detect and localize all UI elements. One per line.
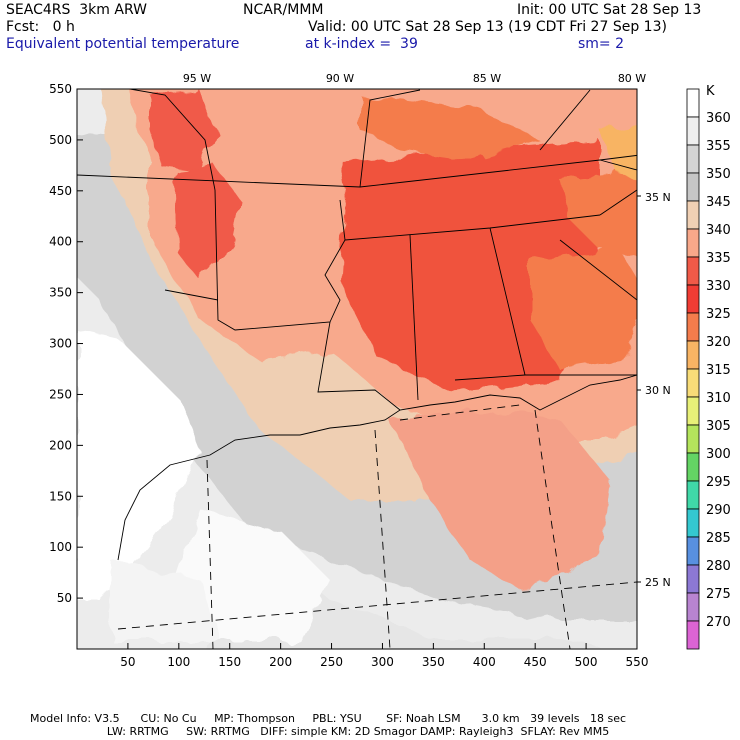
legend-swatch — [686, 256, 700, 286]
legend-label: 315 — [706, 363, 731, 378]
legend-label: 355 — [706, 139, 731, 154]
y-tick-label: 150 — [49, 489, 72, 503]
legend-swatch — [686, 368, 700, 398]
y-tick-label: 550 — [49, 82, 72, 96]
lon-label: 80 W — [618, 72, 646, 85]
legend-swatch — [686, 88, 700, 118]
x-tick-label: 450 — [524, 655, 547, 669]
legend-label: 335 — [706, 251, 731, 266]
legend-label: 280 — [706, 559, 731, 574]
legend-swatch — [686, 592, 700, 622]
legend-swatch — [686, 200, 700, 230]
legend-swatch — [686, 228, 700, 258]
lat-label: 25 N — [645, 576, 671, 589]
legend-label: 270 — [706, 615, 731, 630]
legend-swatch — [686, 144, 700, 174]
legend-swatch — [686, 172, 700, 202]
vertical-level: at k-index = 39 — [305, 36, 418, 52]
legend-swatch — [686, 620, 700, 650]
plot-frame — [76, 88, 638, 650]
legend-swatch — [686, 452, 700, 482]
lat-label: 30 N — [645, 384, 671, 397]
legend-swatch — [686, 284, 700, 314]
axis-ticks — [77, 88, 638, 649]
organization: NCAR/MMM — [243, 2, 324, 18]
legend-label: 310 — [706, 391, 731, 406]
legend-label: 330 — [706, 279, 731, 294]
model-info-line2: LW: RRTMG SW: RRTMG DIFF: simple KM: 2D … — [30, 725, 610, 738]
x-tick-label: 500 — [575, 655, 598, 669]
legend-label: 345 — [706, 195, 731, 210]
field-name: Equivalent potential temperature — [6, 36, 240, 52]
valid-time: Valid: 00 UTC Sat 28 Sep 13 (19 CDT Fri … — [308, 19, 667, 35]
legend-label: 290 — [706, 503, 731, 518]
x-tick-label: 150 — [218, 655, 241, 669]
y-tick-label: 400 — [49, 235, 72, 249]
legend-label: 305 — [706, 419, 731, 434]
legend-swatch — [686, 564, 700, 594]
x-tick-label: 50 — [120, 655, 135, 669]
legend-swatch — [686, 340, 700, 370]
y-tick-label: 300 — [49, 337, 72, 351]
legend-swatch — [686, 508, 700, 538]
legend-swatch — [686, 312, 700, 342]
x-tick-label: 400 — [473, 655, 496, 669]
y-tick-label: 200 — [49, 438, 72, 452]
x-tick-label: 550 — [626, 655, 649, 669]
y-tick-label: 50 — [57, 591, 72, 605]
legend-label: 285 — [706, 531, 731, 546]
legend-swatch — [686, 536, 700, 566]
model-title: SEAC4RS 3km ARW — [6, 2, 147, 18]
lon-label: 95 W — [183, 72, 211, 85]
legend-label: 295 — [706, 475, 731, 490]
legend-swatch — [686, 424, 700, 454]
y-tick-labels: 550 500 450 400 350 300 250 200 150 100 50 — [49, 82, 72, 605]
legend-swatch — [686, 480, 700, 510]
legend-unit: K — [706, 84, 715, 99]
legend-label: 360 — [706, 111, 731, 126]
theta-e-field — [77, 89, 637, 649]
x-tick-label: 200 — [269, 655, 292, 669]
x-tick-label: 350 — [422, 655, 445, 669]
legend-label: 350 — [706, 167, 731, 182]
x-tick-label: 100 — [167, 655, 190, 669]
y-tick-label: 500 — [49, 133, 72, 147]
legend-label: 325 — [706, 307, 731, 322]
x-tick-label: 250 — [320, 655, 343, 669]
forecast-hour: Fcst: 0 h — [6, 19, 75, 35]
legend-label: 340 — [706, 223, 731, 238]
color-legend: K 360 355 350 345 340 335 330 325 320 315 310 305 30… — [686, 84, 731, 650]
x-tick-label: 300 — [371, 655, 394, 669]
legend-swatch — [686, 116, 700, 146]
longitude-labels: 95 W 90 W 85 W 80 W — [183, 72, 646, 85]
y-tick-label: 250 — [49, 387, 72, 401]
legend-label: 320 — [706, 335, 731, 350]
lon-label: 90 W — [326, 72, 354, 85]
init-time: Init: 00 UTC Sat 28 Sep 13 — [517, 2, 702, 18]
x-tick-labels: 50 100 150 200 250 300 350 400 450 500 550 — [120, 655, 648, 669]
legend-label: 300 — [706, 447, 731, 462]
y-tick-label: 350 — [49, 286, 72, 300]
y-tick-label: 100 — [49, 540, 72, 554]
latitude-labels: 35 N 30 N 25 N — [637, 191, 671, 589]
legend-swatch — [686, 396, 700, 426]
lat-label: 35 N — [645, 191, 671, 204]
model-info-line1: Model Info: V3.5 CU: No Cu MP: Thompson … — [30, 712, 627, 725]
y-tick-label: 450 — [49, 184, 72, 198]
map-borders — [77, 89, 637, 649]
smoothing: sm= 2 — [578, 36, 625, 52]
lon-label: 85 W — [473, 72, 501, 85]
legend-label: 275 — [706, 587, 731, 602]
